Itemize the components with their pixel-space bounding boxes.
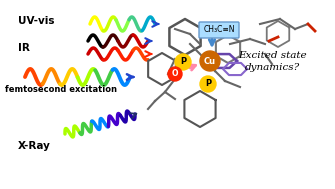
Circle shape <box>168 67 182 81</box>
Text: P: P <box>180 57 186 67</box>
Text: IR: IR <box>18 43 30 53</box>
Text: Cu: Cu <box>204 57 216 66</box>
Text: femtosecond excitation: femtosecond excitation <box>5 84 117 94</box>
FancyBboxPatch shape <box>199 22 239 38</box>
Circle shape <box>175 54 191 70</box>
Text: O: O <box>172 70 178 78</box>
Text: X-Ray: X-Ray <box>18 141 51 151</box>
Text: P: P <box>205 80 211 88</box>
Circle shape <box>200 51 220 71</box>
Text: CH₃C≡N: CH₃C≡N <box>203 26 235 35</box>
Text: dynamics?: dynamics? <box>244 63 299 71</box>
Circle shape <box>200 76 216 92</box>
Text: UV-vis: UV-vis <box>18 16 55 26</box>
Text: Excited state: Excited state <box>238 51 306 60</box>
